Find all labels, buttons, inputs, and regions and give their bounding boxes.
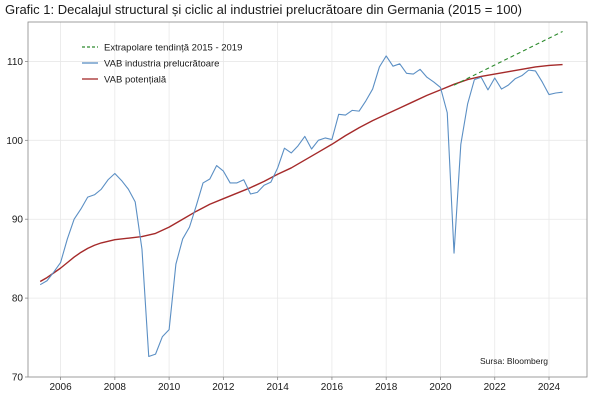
- x-tick-label: 2024: [538, 382, 561, 393]
- x-tick-label: 2022: [484, 382, 507, 393]
- x-tick-label: 2010: [158, 382, 181, 393]
- legend-label: Extrapolare tendință 2015 - 2019: [104, 43, 242, 54]
- series-line-extrapolare-tendinta-2015-2019: [453, 30, 563, 86]
- series-lines: [39, 30, 563, 358]
- plot-frame: [27, 21, 588, 378]
- x-tick-label: 2018: [375, 382, 398, 393]
- series-line-vab-industria-prelucratoare: [39, 55, 563, 358]
- legend-label: VAB industria prelucrătoare: [104, 59, 219, 70]
- x-tick-label: 2008: [104, 382, 127, 393]
- y-tick-label: 110: [7, 57, 23, 68]
- y-tick-label: 100: [6, 136, 23, 147]
- x-tick-label: 2006: [49, 382, 72, 393]
- x-tick-label: 2012: [212, 382, 235, 393]
- legend-label: VAB potențială: [104, 75, 167, 86]
- axis-ticks: 70 80 90 100 110 2006 2008 2010 2012 2014 2016 2018…: [6, 57, 560, 393]
- y-tick-label: 80: [12, 294, 24, 305]
- y-tick-label: 70: [12, 373, 24, 384]
- chart-title: Grafic 1: Decalajul structural și ciclic…: [5, 2, 522, 17]
- legend: Extrapolare tendință 2015 - 2019 VAB indu…: [82, 43, 242, 86]
- x-tick-label: 2014: [267, 382, 290, 393]
- y-tick-label: 90: [12, 215, 24, 226]
- x-tick-label: 2020: [429, 382, 452, 393]
- series-line-vab-potentiala: [39, 63, 563, 283]
- x-tick-label: 2016: [321, 382, 344, 393]
- source-annotation: Sursa: Bloomberg: [480, 356, 548, 366]
